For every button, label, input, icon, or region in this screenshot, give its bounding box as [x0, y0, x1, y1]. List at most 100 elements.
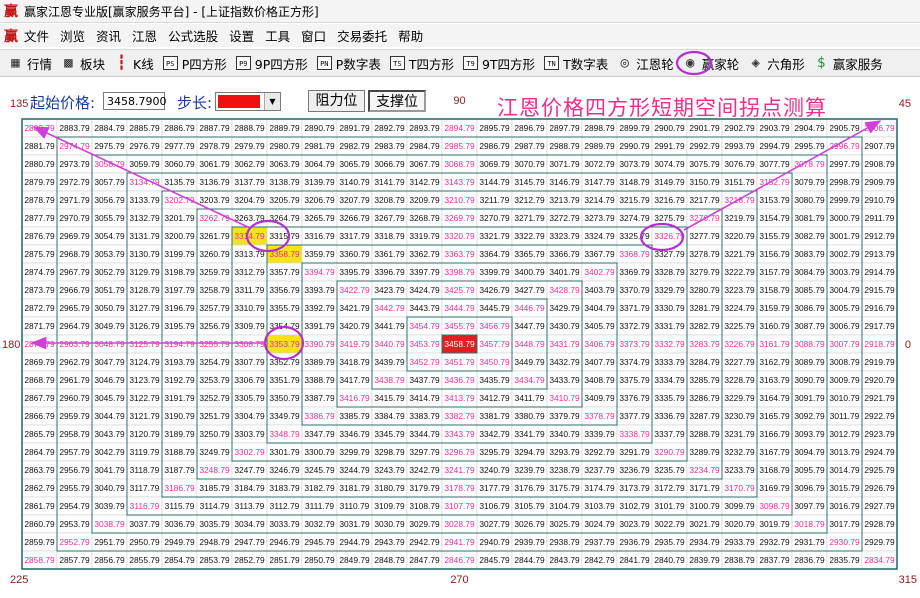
cell-value: 3009.79	[829, 375, 860, 385]
cell-value: 3331.79	[654, 321, 685, 331]
cell-value: 3255.79	[199, 339, 230, 349]
menu-item[interactable]: 浏览	[60, 29, 86, 44]
cell-value: 3410.79	[549, 393, 580, 403]
toolbar-button[interactable]: ◎ 江恩轮	[617, 54, 673, 73]
menu-item[interactable]: 资讯	[96, 29, 122, 44]
toolbar-button[interactable]: TN T数字表	[544, 54, 608, 73]
menu-item[interactable]: 帮助	[398, 29, 424, 44]
cell-value: 2971.79	[59, 195, 90, 205]
cell-value: 2867.79	[24, 393, 55, 403]
cell-value: 3256.79	[199, 321, 230, 331]
cell-value: 3088.79	[794, 339, 825, 349]
tool-label: 六角形	[767, 56, 805, 72]
toolbar-button[interactable]: T9 9T四方形	[462, 54, 535, 73]
cell-value: 3292.79	[584, 447, 615, 457]
cell-value: 3190.79	[164, 411, 195, 421]
cell-value: 2935.79	[654, 537, 685, 547]
cell-value: 3189.79	[164, 429, 195, 439]
angle-label: 45	[899, 98, 911, 110]
cell-value: 3135.79	[164, 177, 195, 187]
menu-item[interactable]: 江恩	[132, 29, 158, 44]
cell-value: 2993.79	[724, 141, 755, 151]
cell-value: 2874.79	[24, 267, 55, 277]
cell-value: 3360.79	[339, 249, 370, 259]
cell-value: 3021.79	[689, 519, 720, 529]
toolbar-button[interactable]: ▩ 板块	[61, 54, 105, 73]
toolbar-button[interactable]: TS T四方形	[389, 54, 454, 73]
toolbar-button[interactable]: ┇ K线	[114, 54, 153, 73]
cell-value: 3211.79	[480, 195, 510, 205]
menu-item[interactable]: 公式选股	[168, 29, 219, 44]
cell-value: 3004.79	[829, 285, 860, 295]
cell-value: 3334.79	[654, 375, 685, 385]
cell-value: 3131.79	[129, 231, 160, 241]
cell-value: 2904.79	[794, 123, 825, 133]
cell-value: 2931.79	[794, 537, 825, 547]
cell-value: 3177.79	[479, 483, 510, 493]
cell-value: 3267.79	[374, 213, 405, 223]
cell-value: 3251.79	[199, 411, 230, 421]
toolbar-button[interactable]: ▦ 行情	[8, 54, 52, 73]
cell-value: 2936.79	[619, 537, 650, 547]
cell-value: 3416.79	[339, 393, 370, 403]
cell-value: 3164.79	[759, 393, 790, 403]
toolbar-button[interactable]: $ 赢家服务	[814, 54, 883, 73]
cell-value: 2918.79	[864, 339, 895, 349]
toolbar-button[interactable]: PN P数字表	[316, 54, 381, 73]
cell-value: 3281.79	[689, 303, 720, 313]
cell-value: 3111.79	[305, 501, 334, 511]
toolbar-button[interactable]: PS P四方形	[162, 54, 227, 73]
cell-value: 3149.79	[654, 177, 685, 187]
cell-value: 3336.79	[654, 411, 685, 421]
cell-value: 3317.79	[339, 231, 370, 241]
menu-item[interactable]: 交易委托	[337, 29, 388, 44]
cell-value: 2969.79	[59, 231, 90, 241]
cell-value: 3309.79	[234, 321, 265, 331]
menu-item[interactable]: 设置	[229, 29, 255, 44]
cell-value: 3353.79	[269, 339, 300, 349]
cell-value: 3311.79	[235, 285, 265, 295]
cell-value: 3127.79	[129, 303, 160, 313]
cell-value: 3434.79	[514, 375, 545, 385]
toolbar-button[interactable]: ◈ 六角形	[748, 54, 805, 73]
tool-label: 行情	[27, 56, 53, 72]
cell-value: 2985.79	[444, 141, 475, 151]
cell-value: 3126.79	[129, 321, 160, 331]
step-dropdown[interactable]: ▼	[215, 92, 281, 111]
tool-icon: TN	[544, 56, 560, 70]
cell-value: 3282.79	[689, 321, 720, 331]
cell-value: 3248.79	[199, 465, 230, 475]
cell-value: 3046.79	[94, 375, 125, 385]
cell-value: 3241.79	[444, 465, 475, 475]
cell-value: 3178.79	[444, 483, 475, 493]
cell-value: 3421.79	[339, 303, 370, 313]
menu-item[interactable]: 窗口	[301, 29, 327, 44]
tool-label: 赢家服务	[832, 56, 883, 72]
cell-value: 3184.79	[234, 483, 265, 493]
start-price-input[interactable]: 3458.7900	[103, 92, 167, 110]
menu-item[interactable]: 工具	[265, 29, 291, 44]
cell-value: 3305.79	[234, 393, 265, 403]
cell-value: 2929.79	[864, 537, 895, 547]
cell-value: 2924.79	[864, 447, 895, 457]
resistance-button[interactable]: 阻力位	[308, 90, 365, 112]
cell-value: 2954.79	[59, 501, 90, 511]
cell-value: 3315.79	[269, 231, 300, 241]
cell-value: 2855.79	[129, 555, 160, 565]
cell-value: 2917.79	[864, 321, 895, 331]
dropdown-arrow[interactable]: ▼	[264, 93, 280, 110]
cell-value: 3225.79	[724, 321, 755, 331]
cell-value: 2844.79	[514, 555, 545, 565]
menu-item[interactable]: 文件	[24, 29, 50, 44]
cell-value: 3271.79	[514, 213, 545, 223]
support-button[interactable]: 支撑位	[368, 90, 426, 112]
cell-value: 3215.79	[619, 195, 650, 205]
cell-value: 3325.79	[619, 231, 650, 241]
cell-value: 3206.79	[304, 195, 335, 205]
cell-value: 2848.79	[374, 555, 405, 565]
cell-value: 3229.79	[724, 393, 755, 403]
toolbar-button[interactable]: P9 9P四方形	[235, 54, 308, 73]
cell-value: 3437.79	[409, 375, 440, 385]
tool-icon: ◎	[620, 55, 629, 71]
cell-value: 3017.79	[829, 519, 860, 529]
